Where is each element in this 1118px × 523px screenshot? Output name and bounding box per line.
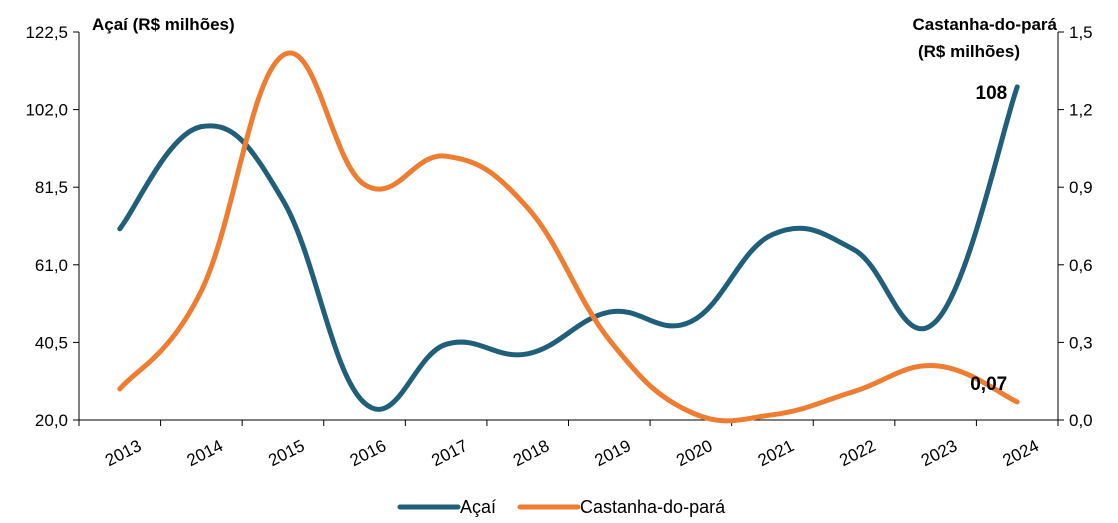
data-point-acai: [1015, 84, 1020, 89]
x-tick-label: 2024: [1000, 436, 1042, 470]
right-axis-title-line1: Castanha-do-pará: [912, 15, 1057, 34]
axes: 20,0 40,5 61,0 81,5 102,0 122,5 0,0 0,3 0,6 0,9 1,…: [25, 23, 1092, 470]
data-point-acai: [117, 226, 122, 231]
x-tick-label: 2019: [592, 436, 634, 470]
x-tick-label: 2023: [918, 436, 960, 470]
series-layer: 108 0,07: [117, 50, 1020, 424]
x-tick-label: 2013: [102, 436, 144, 470]
legend-label: Castanha-do-pará: [580, 497, 726, 517]
series-line-castanha: [117, 50, 1020, 424]
data-point-acai: [688, 319, 693, 324]
series-line-acai: [117, 84, 1020, 412]
data-point-castanha: [933, 363, 938, 368]
data-point-castanha: [770, 412, 775, 417]
data-point-castanha: [1015, 399, 1020, 404]
data-point-acai: [525, 351, 530, 356]
x-tick-label: 2017: [428, 436, 470, 470]
x-tick-label: 2021: [755, 436, 797, 470]
left-tick-label: 40,5: [35, 333, 68, 352]
data-point-castanha: [852, 389, 857, 394]
data-point-castanha: [525, 205, 530, 210]
x-tick-label: 2016: [347, 436, 389, 470]
data-point-castanha: [117, 386, 122, 391]
legend-label: Açaí: [460, 497, 496, 517]
x-tick-label: 2014: [184, 436, 226, 470]
right-axis-title-line2: (R$ milhões): [918, 42, 1020, 61]
data-point-castanha: [444, 154, 449, 159]
left-tick-label: 122,5: [25, 23, 68, 42]
data-point-castanha: [280, 53, 285, 58]
data-label: 108: [976, 83, 1008, 104]
data-point-castanha: [607, 337, 612, 342]
left-axis-title: Açaí (R$ milhões): [92, 15, 235, 34]
data-point-acai: [770, 232, 775, 237]
left-tick-label: 20,0: [35, 411, 68, 430]
right-tick-label: 0,0: [1069, 411, 1093, 430]
left-tick-label: 102,0: [25, 101, 68, 120]
data-point-castanha: [688, 410, 693, 415]
data-point-acai: [607, 310, 612, 315]
labels: Açaí (R$ milhões) Castanha-do-pará (R$ m…: [92, 15, 1058, 61]
data-point-acai: [362, 400, 367, 405]
right-tick-label: 1,2: [1069, 101, 1093, 120]
left-tick-label: 61,0: [35, 256, 68, 275]
data-point-acai: [933, 319, 938, 324]
right-tick-label: 0,9: [1069, 178, 1093, 197]
legend: Açaí Castanha-do-pará: [397, 497, 726, 517]
data-point-acai: [280, 198, 285, 203]
x-tick-label: 2022: [836, 436, 878, 470]
right-tick-label: 0,6: [1069, 256, 1093, 275]
right-tick-label: 0,3: [1069, 333, 1093, 352]
data-point-castanha: [199, 288, 204, 293]
right-tick-label: 1,5: [1069, 23, 1093, 42]
left-tick-label: 81,5: [35, 178, 68, 197]
data-label: 0,07: [970, 374, 1007, 395]
x-tick-label: 2018: [510, 436, 552, 470]
data-point-castanha: [362, 182, 367, 187]
data-point-acai: [852, 247, 857, 252]
x-tick-label: 2020: [673, 436, 715, 470]
data-point-acai: [199, 124, 204, 129]
data-point-acai: [444, 342, 449, 347]
x-tick-label: 2015: [265, 436, 307, 470]
